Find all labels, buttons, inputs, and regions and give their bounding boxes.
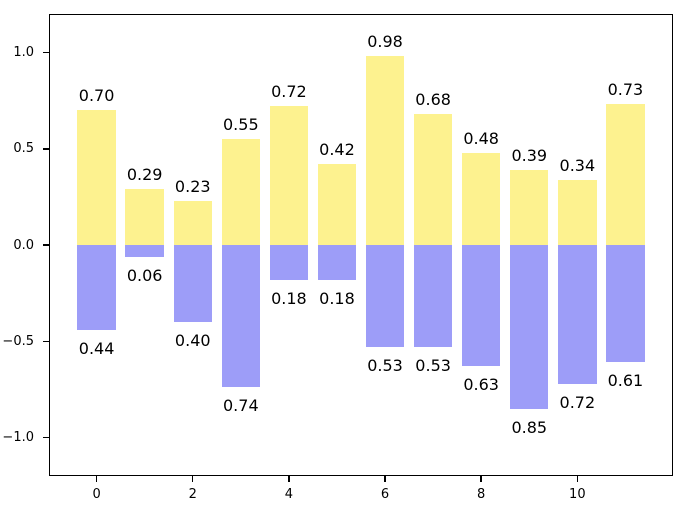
y-axis-tick-label: 0.5 bbox=[13, 141, 34, 157]
bar-positive-segment bbox=[413, 114, 453, 245]
y-axis-tick bbox=[43, 244, 49, 246]
bar-value-label: 0.53 bbox=[415, 356, 451, 376]
bar-negative-segment bbox=[606, 245, 645, 363]
x-axis-tick bbox=[480, 476, 482, 482]
x-axis-tick-label: 10 bbox=[569, 487, 586, 502]
bar-negative-segment bbox=[461, 245, 501, 367]
bar-negative-segment bbox=[173, 245, 212, 322]
bar-value-label: 0.29 bbox=[126, 165, 163, 185]
y-axis-tick bbox=[43, 436, 49, 439]
bar-value-label: 0.72 bbox=[559, 392, 596, 412]
bar-positive-segment bbox=[125, 189, 164, 245]
bar-negative-segment bbox=[510, 245, 549, 409]
bar-value-label: 0.44 bbox=[78, 338, 115, 358]
y-axis-tick bbox=[43, 51, 49, 54]
bar-value-label: 0.98 bbox=[367, 32, 403, 52]
x-axis-tick-label: 6 bbox=[380, 487, 390, 502]
x-axis-tick bbox=[576, 476, 579, 482]
bar-value-label: 0.40 bbox=[174, 331, 211, 350]
bar-value-label: 0.85 bbox=[511, 417, 548, 437]
bar-value-label: 0.06 bbox=[126, 265, 163, 285]
bar-positive-segment bbox=[606, 104, 645, 245]
bar-value-label: 0.53 bbox=[367, 356, 403, 376]
bar-value-label: 0.55 bbox=[223, 115, 259, 135]
bar-value-label: 0.70 bbox=[78, 86, 115, 106]
bar-negative-segment bbox=[125, 245, 164, 257]
bar-positive-segment bbox=[173, 200, 212, 245]
bar-value-label: 0.42 bbox=[319, 140, 355, 160]
bar-value-label: 0.73 bbox=[607, 80, 644, 100]
x-axis-tick bbox=[288, 476, 290, 482]
bar-value-label: 0.48 bbox=[463, 128, 499, 148]
bar-value-label: 0.74 bbox=[223, 396, 259, 416]
bar-value-label: 0.18 bbox=[319, 288, 355, 308]
bar-value-label: 0.39 bbox=[511, 145, 548, 165]
bar-positive-segment bbox=[221, 139, 261, 245]
y-axis-tick-label: 0.0 bbox=[13, 237, 34, 253]
bar-negative-segment bbox=[317, 245, 357, 280]
bar-positive-segment bbox=[461, 152, 501, 245]
bar-value-label: 0.23 bbox=[174, 176, 211, 196]
x-axis-tick-label: 4 bbox=[284, 487, 294, 502]
bar-value-label: 0.61 bbox=[607, 371, 644, 391]
y-axis-tick-label: −1.0 bbox=[2, 430, 34, 445]
bar-positive-segment bbox=[558, 179, 597, 245]
y-axis-tick bbox=[43, 148, 49, 150]
bar-negative-segment bbox=[221, 245, 261, 388]
bar-positive-segment bbox=[77, 110, 116, 245]
bar-value-label: 0.18 bbox=[271, 288, 307, 308]
bar-value-label: 0.72 bbox=[271, 82, 307, 102]
bar-positive-segment bbox=[317, 164, 357, 245]
bar-positive-segment bbox=[269, 106, 309, 245]
x-axis-tick-label: 0 bbox=[92, 487, 101, 502]
plot-area bbox=[49, 14, 673, 476]
bar-value-label: 0.68 bbox=[415, 90, 451, 110]
y-axis-tick-label: −0.5 bbox=[2, 333, 34, 349]
bar-negative-segment bbox=[558, 245, 597, 384]
bar-value-label: 0.63 bbox=[463, 375, 499, 395]
y-axis-tick-label: 1.0 bbox=[13, 45, 34, 60]
x-axis-tick-label: 8 bbox=[477, 487, 486, 502]
bar-negative-segment bbox=[413, 245, 453, 348]
x-axis-tick bbox=[95, 476, 98, 482]
bar-positive-segment bbox=[510, 169, 549, 245]
bar-negative-segment bbox=[77, 245, 116, 330]
bar-value-label: 0.34 bbox=[559, 155, 596, 175]
x-axis-tick bbox=[191, 476, 194, 482]
x-axis-tick-label: 2 bbox=[188, 487, 197, 502]
bar-negative-segment bbox=[269, 245, 309, 280]
y-axis-tick bbox=[43, 340, 49, 342]
x-axis-tick bbox=[384, 476, 386, 482]
bar-negative-segment bbox=[365, 245, 405, 348]
bar-positive-segment bbox=[365, 56, 405, 245]
